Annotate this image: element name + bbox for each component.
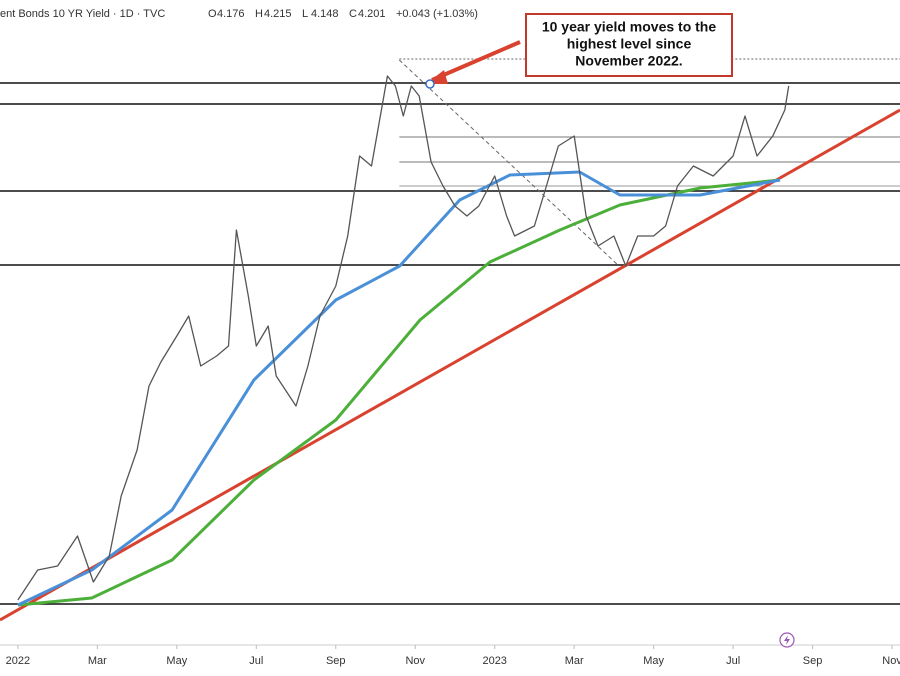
- x-tick-label: Sep: [803, 655, 823, 667]
- ohlc-value: 4.215: [264, 8, 292, 20]
- plot-area: [0, 58, 900, 649]
- change: +0.043 (+1.03%): [396, 8, 478, 20]
- annotation-line: highest level since: [567, 36, 692, 52]
- annotation-box: [525, 13, 733, 77]
- x-tick-label: Jul: [726, 655, 740, 667]
- x-tick-label: 2022: [6, 655, 30, 667]
- ohlc-key: O: [208, 8, 217, 20]
- x-tick-label: Nov: [405, 655, 425, 667]
- series-line: [17, 170, 781, 607]
- ohlc-value: 4.176: [217, 8, 245, 20]
- ohlc-key: C: [349, 8, 357, 20]
- arrow: [431, 40, 521, 82]
- x-tick-label: May: [643, 655, 664, 667]
- annotation-line: 10 year yield moves to the: [542, 19, 717, 35]
- ohlc-key: L: [302, 8, 308, 20]
- x-tick-label: Jul: [249, 655, 263, 667]
- ohlc-value: 4.148: [311, 8, 339, 20]
- icon-bolt: [784, 635, 790, 645]
- header: ent Bonds 10 YR Yield · 1D · TVC O 4.176 H 4…: [0, 8, 478, 20]
- series-line: [398, 59, 619, 266]
- x-tick-label: Sep: [326, 655, 346, 667]
- symbol: ent Bonds 10 YR Yield · 1D · TVC: [0, 8, 165, 20]
- x-tick-label: Mar: [565, 655, 584, 667]
- annotation-line: November 2022.: [575, 53, 682, 69]
- marker: [425, 79, 435, 89]
- x-tick-label: 2023: [482, 655, 506, 667]
- x-tick-label: Nov: [882, 655, 900, 667]
- x-tick-label: May: [166, 655, 187, 667]
- series-line: [17, 178, 781, 607]
- ohlc-key: H: [255, 8, 263, 20]
- series-line: [17, 75, 790, 601]
- x-tick-label: Mar: [88, 655, 107, 667]
- ohlc-value: 4.201: [358, 8, 386, 20]
- series-line: [0, 108, 900, 622]
